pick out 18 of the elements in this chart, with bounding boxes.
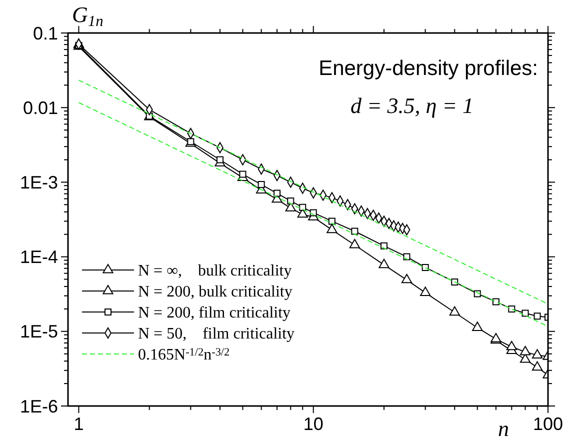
y-tick-label: 1E-6 <box>20 396 58 416</box>
x-axis-title: n <box>498 416 509 441</box>
legend-label: N = 200, film criticality <box>138 304 291 322</box>
x-tick-label: 10 <box>303 414 324 434</box>
x-tick-label: 100 <box>532 414 564 434</box>
y-tick-label: 1E-4 <box>20 247 58 268</box>
legend-label: N = 200, bulk criticality <box>138 284 292 301</box>
y-tick-label: 1E-3 <box>20 172 58 192</box>
text: Energy-density profiles: <box>318 57 538 80</box>
y-tick-label: 0.1 <box>32 23 58 44</box>
legend-label: N = 50, film criticality <box>138 326 295 343</box>
y-tick-label: 1E-5 <box>20 322 58 342</box>
legend-label: N = ∞, bulk criticality <box>138 262 292 280</box>
text: d = 3.5, η = 1 <box>350 93 474 118</box>
x-tick-label: 1 <box>74 414 84 434</box>
y-axis-title: G$_{1n}$ <box>72 2 104 30</box>
y-tick-label: 0.01 <box>22 98 58 118</box>
legend-label: 0.165N$^{-1/2}$n$^{-3/2}$ <box>138 346 230 364</box>
